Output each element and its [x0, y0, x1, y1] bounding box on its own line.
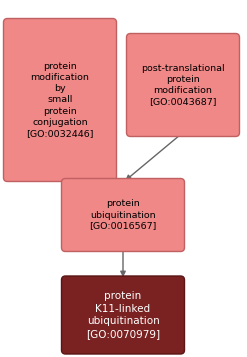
- FancyBboxPatch shape: [126, 34, 240, 136]
- Text: protein
modification
by
small
protein
conjugation
[GO:0032446]: protein modification by small protein co…: [26, 62, 94, 138]
- FancyBboxPatch shape: [3, 19, 117, 181]
- Text: protein
ubiquitination
[GO:0016567]: protein ubiquitination [GO:0016567]: [89, 200, 157, 231]
- Text: protein
K11-linked
ubiquitination
[GO:0070979]: protein K11-linked ubiquitination [GO:00…: [86, 291, 160, 338]
- Text: post-translational
protein
modification
[GO:0043687]: post-translational protein modification …: [141, 64, 225, 106]
- FancyBboxPatch shape: [62, 178, 185, 251]
- FancyBboxPatch shape: [62, 276, 185, 354]
